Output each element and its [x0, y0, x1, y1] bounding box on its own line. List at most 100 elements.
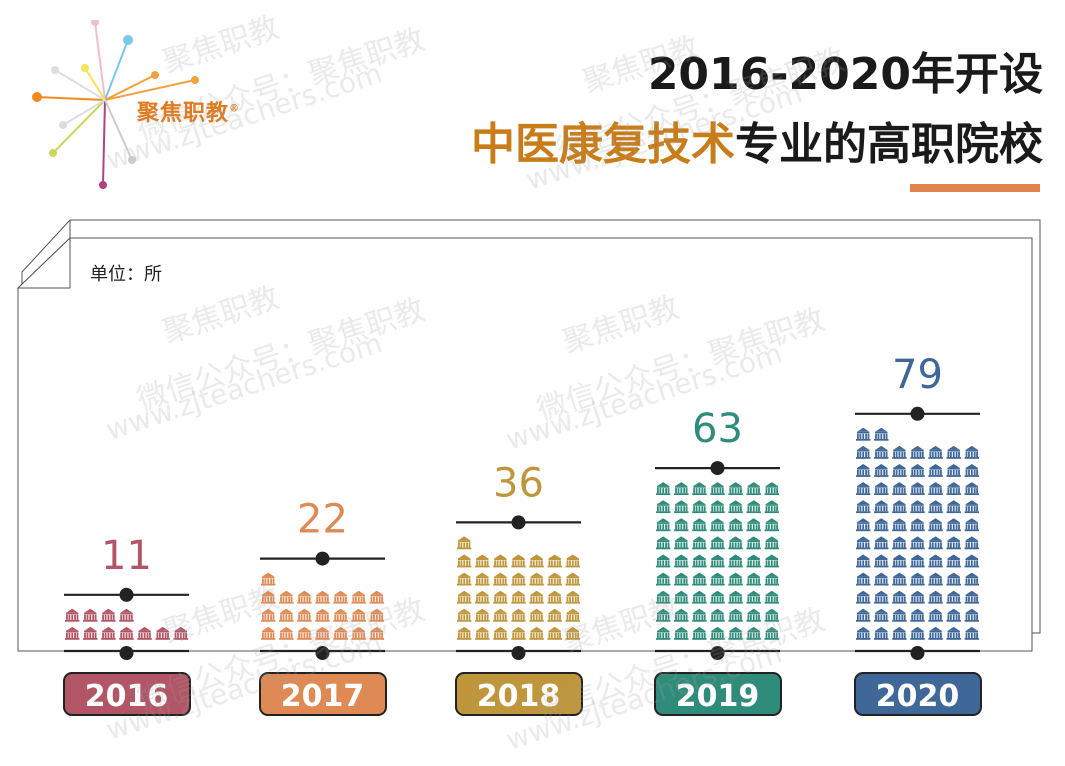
school-building-icon [874, 464, 889, 477]
school-building-icon [475, 608, 490, 622]
school-building-icon [910, 590, 925, 604]
school-building-icon [656, 482, 671, 495]
school-building-icon [746, 482, 761, 495]
year-tag [259, 672, 387, 716]
school-building-icon [511, 590, 526, 604]
school-building-icon [964, 500, 979, 514]
school-building-icon [457, 572, 472, 586]
school-building-icon [101, 626, 116, 640]
school-building-icon [946, 536, 961, 550]
school-building-icon [856, 445, 871, 459]
school-building-icon [656, 608, 671, 622]
school-building-icon [928, 572, 943, 586]
school-building-icon [279, 608, 294, 622]
data-label: 22 [297, 497, 348, 543]
school-building-icon [656, 590, 671, 604]
school-building-icon [674, 590, 689, 604]
school-building-icon [315, 626, 330, 640]
title-rest: 专业的高职院校 [735, 119, 1043, 170]
page-title-line2: 中医康复技术专业的高职院校 [471, 108, 1043, 172]
school-building-icon [856, 518, 871, 532]
school-building-icon [874, 427, 889, 441]
school-building-icon [892, 464, 907, 477]
x-tick-label: 2018 [477, 679, 561, 714]
bar-base-knob [119, 646, 134, 660]
school-building-icon [279, 626, 294, 640]
school-building-icon [946, 590, 961, 604]
school-building-icon [547, 590, 562, 604]
school-building-icon [333, 608, 348, 622]
school-building-icon [674, 518, 689, 532]
bar-2020: 79 2020 [854, 352, 982, 716]
school-building-icon [529, 608, 544, 622]
brand-name: 聚焦职教® [137, 100, 241, 126]
school-building-icon [892, 536, 907, 550]
school-building-icon [65, 608, 80, 622]
school-building-icon [369, 626, 384, 640]
school-building-icon [710, 500, 725, 514]
bar-top-knob [910, 406, 925, 421]
school-building-icon [692, 482, 707, 495]
school-building-icon [565, 608, 580, 622]
school-building-icon [728, 608, 743, 622]
title-accent-rule [910, 184, 1040, 192]
school-building-icon [764, 572, 779, 586]
school-building-icon [946, 482, 961, 495]
school-building-icon [529, 590, 544, 604]
school-building-icon [173, 626, 188, 640]
school-building-icon [728, 626, 743, 640]
school-building-icon [910, 626, 925, 640]
school-building-icon [710, 518, 725, 532]
school-building-icon [928, 482, 943, 495]
school-building-icon [874, 536, 889, 550]
bar-2017: 22 2017 [259, 497, 387, 716]
school-building-icon [674, 500, 689, 514]
school-building-icon [475, 626, 490, 640]
school-building-icon [892, 608, 907, 622]
school-building-icon [493, 626, 508, 640]
bar-2019: 63 2019 [654, 406, 782, 716]
school-building-icon [261, 608, 276, 622]
school-building-icon [764, 590, 779, 604]
school-building-icon [856, 590, 871, 604]
year-tag [455, 672, 583, 716]
school-building-icon [351, 608, 366, 622]
school-building-icon [892, 500, 907, 514]
school-building-icon [493, 572, 508, 586]
school-building-icon [892, 518, 907, 532]
school-building-icon [728, 500, 743, 514]
school-building-icon [856, 554, 871, 568]
school-building-icon [874, 518, 889, 532]
school-building-icon [928, 608, 943, 622]
school-building-icon [493, 608, 508, 622]
school-building-icon [511, 626, 526, 640]
bar-top-knob [511, 515, 526, 530]
school-building-icon [874, 445, 889, 459]
school-building-icon [511, 554, 526, 568]
school-building-icon [856, 626, 871, 640]
school-building-icon [565, 572, 580, 586]
bar-2018: 36 2018 [455, 460, 583, 716]
school-building-icon [946, 445, 961, 459]
school-building-icon [297, 626, 312, 640]
bar-base-knob [910, 646, 925, 660]
school-building-icon [511, 572, 526, 586]
school-building-icon [674, 554, 689, 568]
school-building-icon [910, 554, 925, 568]
school-building-icon [692, 554, 707, 568]
school-building-icon [856, 572, 871, 586]
school-building-icon [547, 572, 562, 586]
school-building-icon [764, 626, 779, 640]
school-building-icon [710, 626, 725, 640]
school-building-icon [119, 608, 134, 622]
bar-base-knob [710, 646, 725, 660]
school-building-icon [710, 572, 725, 586]
school-building-icon [710, 482, 725, 495]
bar-base-knob [315, 646, 330, 660]
school-building-icon [910, 482, 925, 495]
school-building-icon [728, 590, 743, 604]
school-building-icon [746, 536, 761, 550]
school-building-icon [457, 536, 472, 550]
school-building-icon [710, 536, 725, 550]
